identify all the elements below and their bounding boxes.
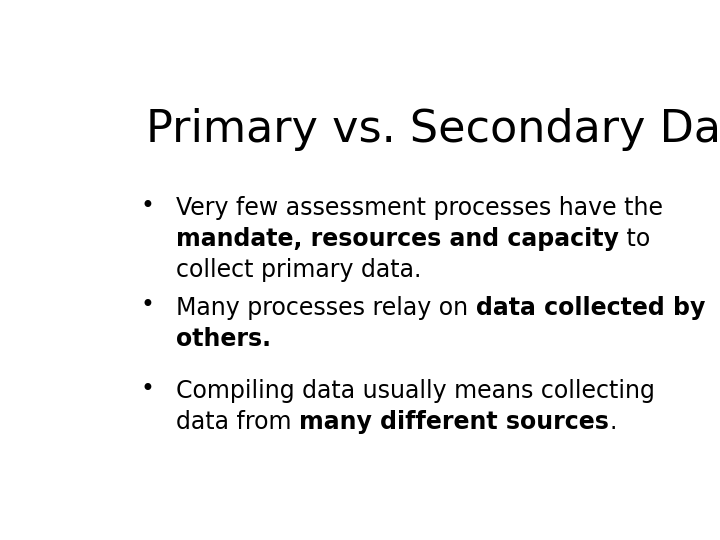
Text: Primary vs. Secondary Data: Primary vs. Secondary Data — [145, 109, 720, 151]
Text: many different sources: many different sources — [300, 410, 609, 434]
Text: mandate, resources and capacity: mandate, resources and capacity — [176, 227, 619, 251]
Text: to: to — [619, 227, 651, 251]
Text: Very few assessment processes have the: Very few assessment processes have the — [176, 196, 664, 220]
Text: data from: data from — [176, 410, 300, 434]
Text: •: • — [140, 294, 154, 318]
Text: •: • — [140, 377, 154, 401]
Text: collect primary data.: collect primary data. — [176, 258, 422, 282]
Text: •: • — [140, 194, 154, 218]
Text: Compiling data usually means collecting: Compiling data usually means collecting — [176, 379, 655, 403]
Text: data collected by: data collected by — [476, 295, 706, 320]
Text: .: . — [609, 410, 617, 434]
Text: Many processes relay on: Many processes relay on — [176, 295, 476, 320]
Text: others.: others. — [176, 327, 271, 351]
